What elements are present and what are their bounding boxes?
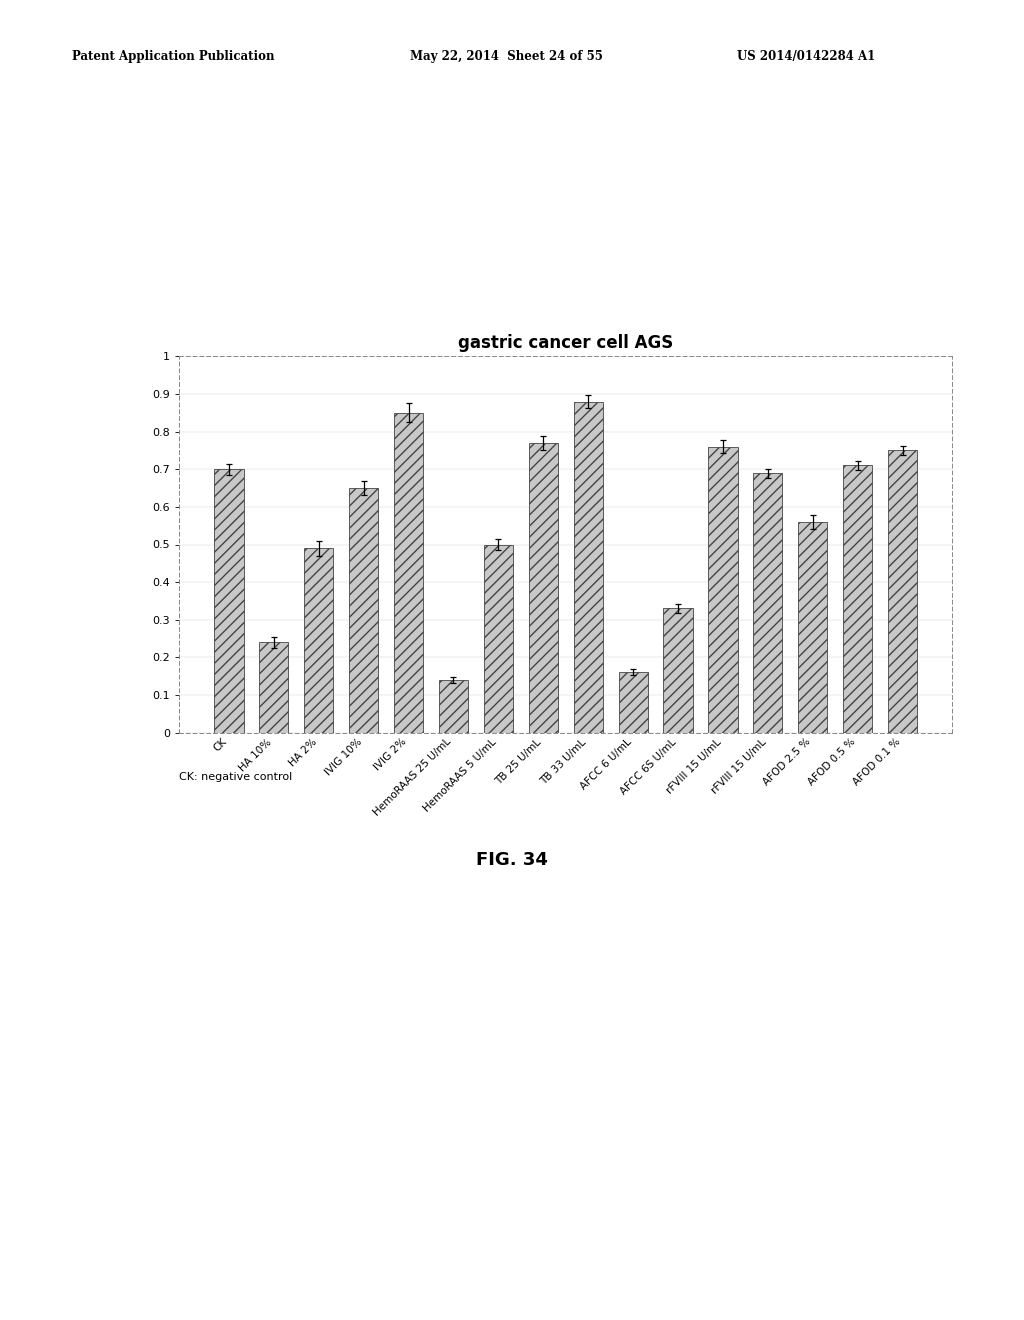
Bar	[304, 548, 334, 733]
Bar	[843, 466, 872, 733]
Text: FIG. 34: FIG. 34	[476, 851, 548, 870]
Bar	[259, 643, 289, 733]
Bar	[798, 521, 827, 733]
Bar	[349, 488, 378, 733]
Bar	[214, 470, 244, 733]
Bar	[394, 413, 423, 733]
Bar	[528, 444, 558, 733]
Bar	[483, 544, 513, 733]
Text: CK: negative control: CK: negative control	[179, 772, 293, 783]
Bar	[618, 672, 648, 733]
Bar	[573, 401, 603, 733]
Text: US 2014/0142284 A1: US 2014/0142284 A1	[737, 50, 876, 63]
Bar	[888, 450, 918, 733]
Text: May 22, 2014  Sheet 24 of 55: May 22, 2014 Sheet 24 of 55	[410, 50, 602, 63]
Bar	[664, 609, 692, 733]
Bar	[709, 446, 737, 733]
Bar	[439, 680, 468, 733]
Bar	[754, 473, 782, 733]
Text: Patent Application Publication: Patent Application Publication	[72, 50, 274, 63]
Title: gastric cancer cell AGS: gastric cancer cell AGS	[458, 334, 674, 352]
